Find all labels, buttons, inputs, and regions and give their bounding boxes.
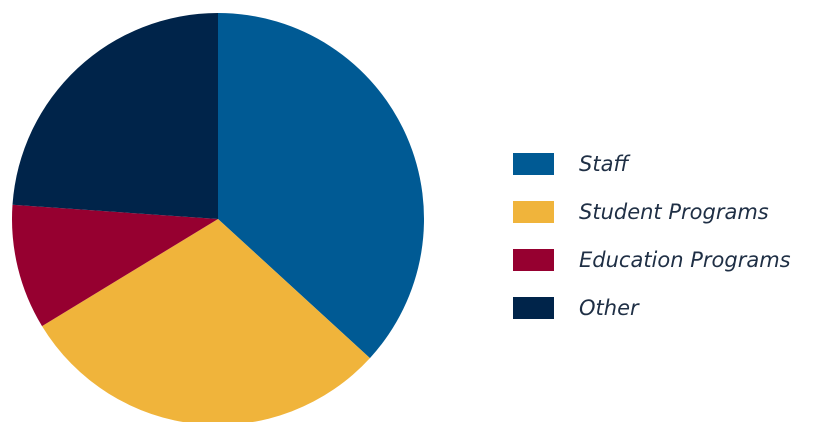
legend-item-other: Other xyxy=(513,284,791,332)
legend-swatch-education-programs xyxy=(513,249,554,271)
legend-label-student-programs: Student Programs xyxy=(579,200,769,224)
legend-item-education-programs: Education Programs xyxy=(513,236,791,284)
legend-swatch-staff xyxy=(513,153,554,175)
pie-chart xyxy=(11,13,425,422)
pie-slice-other xyxy=(12,13,218,219)
legend-item-student-programs: Student Programs xyxy=(513,188,791,236)
legend-item-staff: Staff xyxy=(513,140,791,188)
pie-slice-staff xyxy=(218,13,425,359)
legend-label-staff: Staff xyxy=(579,152,629,176)
legend-swatch-student-programs xyxy=(513,201,554,223)
legend: Staff Student Programs Education Program… xyxy=(513,140,791,332)
legend-label-other: Other xyxy=(579,296,639,320)
pie-slice-student-programs xyxy=(42,219,370,422)
pie-slice-education-programs xyxy=(11,204,219,327)
legend-swatch-other xyxy=(513,297,554,319)
legend-label-education-programs: Education Programs xyxy=(579,248,791,272)
